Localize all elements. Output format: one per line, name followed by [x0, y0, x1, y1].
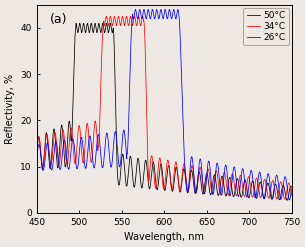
34°C	[95, 140, 99, 143]
34°C	[97, 144, 100, 147]
50°C	[97, 22, 100, 25]
34°C	[149, 157, 153, 160]
26°C	[131, 16, 135, 19]
26°C	[288, 198, 291, 201]
34°C	[288, 183, 291, 186]
50°C	[288, 188, 291, 191]
50°C	[285, 199, 289, 202]
X-axis label: Wavelength, nm: Wavelength, nm	[124, 232, 204, 242]
50°C	[35, 152, 39, 155]
34°C	[141, 15, 145, 18]
26°C	[288, 199, 291, 202]
Text: (a): (a)	[49, 13, 67, 26]
26°C	[134, 8, 137, 11]
Line: 34°C: 34°C	[37, 16, 292, 199]
50°C	[290, 186, 293, 189]
26°C	[94, 153, 98, 156]
26°C	[149, 16, 153, 19]
50°C	[131, 177, 135, 180]
Line: 50°C: 50°C	[37, 23, 292, 200]
50°C	[109, 22, 112, 25]
26°C	[290, 187, 293, 190]
Y-axis label: Reflectivity, %: Reflectivity, %	[5, 74, 15, 144]
26°C	[95, 138, 99, 141]
34°C	[290, 194, 293, 197]
34°C	[35, 150, 39, 153]
Line: 26°C: 26°C	[37, 9, 292, 200]
50°C	[95, 30, 99, 33]
26°C	[35, 156, 39, 159]
26°C	[97, 133, 100, 136]
50°C	[94, 26, 98, 29]
Legend: 50°C, 34°C, 26°C: 50°C, 34°C, 26°C	[243, 8, 289, 45]
34°C	[131, 24, 135, 27]
34°C	[94, 122, 98, 125]
50°C	[149, 179, 153, 182]
34°C	[283, 198, 287, 201]
